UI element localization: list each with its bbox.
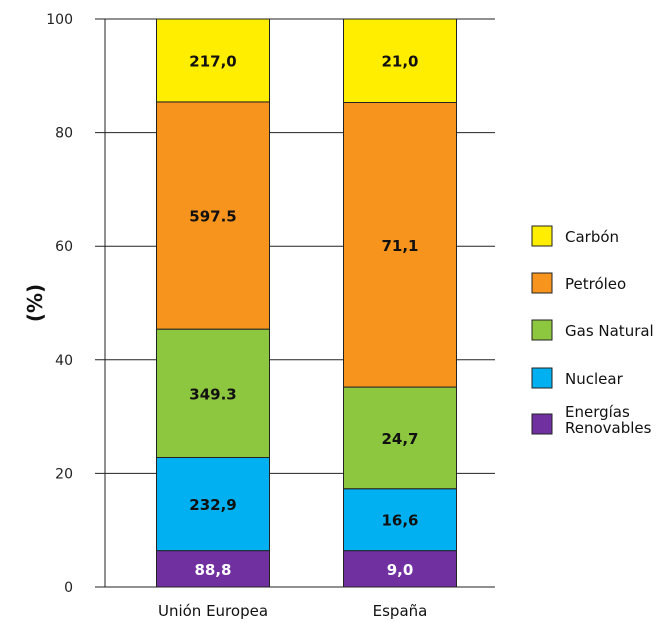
data-label: 9,0 — [387, 561, 414, 579]
legend-label: Gas Natural — [565, 322, 654, 340]
bar-segment — [343, 18, 457, 103]
y-tick-label: 60 — [55, 239, 73, 255]
legend-swatch — [531, 225, 553, 247]
x-tick-label: España — [373, 602, 428, 620]
y-tick-label: 40 — [55, 353, 73, 369]
data-label: 88,8 — [194, 561, 231, 579]
data-label: 217,0 — [189, 52, 236, 70]
data-label: 16,6 — [381, 512, 418, 530]
bar-segment — [156, 328, 270, 458]
bar-segment — [343, 488, 457, 552]
legend-label: Energías — [565, 403, 630, 421]
bar-segment — [343, 101, 457, 388]
legend-label: Renovables — [565, 419, 652, 437]
data-label: 71,1 — [381, 237, 418, 255]
data-label: 232,9 — [189, 496, 236, 514]
data-label: 21,0 — [381, 53, 418, 71]
y-tick-label: 80 — [55, 126, 73, 142]
legend-swatch — [531, 367, 553, 389]
data-label: 597.5 — [189, 208, 236, 226]
bar-segment — [156, 550, 270, 588]
legend-label: Nuclear — [565, 370, 624, 388]
legend-label: Petróleo — [565, 275, 626, 293]
y-tick-label: 100 — [46, 12, 73, 28]
legend-swatch — [531, 413, 553, 435]
legend-swatch — [531, 319, 553, 341]
bar-segment — [343, 550, 457, 588]
x-tick-label: Unión Europea — [158, 602, 268, 620]
legend-swatch — [531, 272, 553, 294]
legend-label: Carbón — [565, 228, 619, 246]
bar-segment — [156, 456, 270, 552]
bar-segment — [343, 386, 457, 490]
bar-segment — [156, 18, 270, 103]
data-label: 349.3 — [189, 385, 236, 403]
y-tick-label: 20 — [55, 466, 73, 482]
y-axis-label: (%) — [23, 284, 47, 322]
data-label: 24,7 — [381, 430, 418, 448]
y-tick-label: 0 — [64, 580, 73, 596]
